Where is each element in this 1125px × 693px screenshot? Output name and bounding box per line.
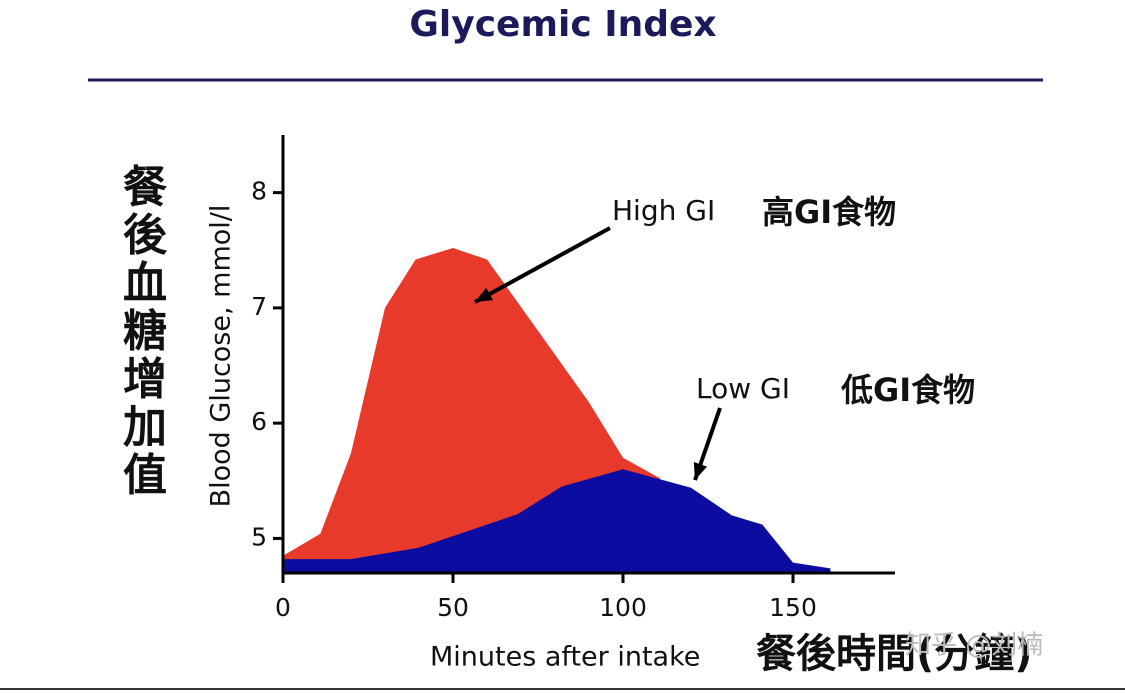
plot <box>283 247 831 574</box>
y-axis-label: Blood Glucose, mmol/l <box>206 205 237 508</box>
watermark: 知乎 @刘楠 <box>905 631 1043 661</box>
x-tick-label: 150 <box>769 593 817 622</box>
arrow-head <box>693 462 708 480</box>
arrow-head <box>475 287 493 302</box>
series-label-cn: 低GI食物 <box>841 371 975 409</box>
area <box>283 469 831 573</box>
series-label: Low GI <box>696 372 790 405</box>
arrow <box>474 226 611 304</box>
x-axis-label-cn: 餐後時間(分鐘) <box>756 631 1033 677</box>
y-tick-label: 7 <box>251 292 267 321</box>
y-tick-label: 5 <box>251 522 267 551</box>
y-tick-label: 8 <box>251 177 267 206</box>
y-tick-label: 6 <box>251 407 267 436</box>
x-tick-label: 100 <box>599 593 647 622</box>
x-axis-label: Minutes after intake <box>430 642 700 673</box>
series-label-cn: 高GI食物 <box>762 193 896 231</box>
y-axis-label-cn: 餐後血糖增加值 <box>123 162 168 501</box>
x-tick-label: 0 <box>275 593 291 622</box>
chart-title: Glycemic Index <box>409 4 716 45</box>
x-tick-label: 50 <box>437 593 469 622</box>
series-label: High GI <box>612 194 715 227</box>
